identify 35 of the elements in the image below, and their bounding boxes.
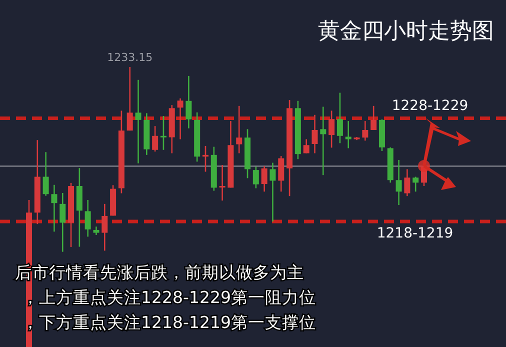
candlestick <box>404 168 410 197</box>
candlestick <box>261 165 268 192</box>
candlestick <box>60 192 66 252</box>
candlestick <box>186 75 192 129</box>
candlestick <box>236 105 242 154</box>
candlestick <box>270 162 276 222</box>
candlestick <box>303 138 310 154</box>
candlestick <box>278 155 284 192</box>
annotation: 1228-1229 <box>392 98 468 114</box>
candlestick <box>219 164 226 202</box>
candlestick <box>126 66 133 132</box>
annotation: ，下方重点关注1218-1219第一支撑位 <box>22 313 316 332</box>
candlestick <box>396 159 402 206</box>
candlestick <box>320 106 326 176</box>
candlestick <box>328 110 335 148</box>
candlestick <box>312 114 318 154</box>
candlestick <box>42 151 49 196</box>
candlestick <box>362 120 368 142</box>
candlestick <box>412 176 419 192</box>
candlestick <box>202 145 208 172</box>
annotation: ，上方重点关注1228-1229第一阻力位 <box>22 288 316 307</box>
candlestick <box>336 92 343 144</box>
annotation: 1218-1219 <box>376 226 454 242</box>
chart-title: 黄金四小时走势图 <box>318 19 494 44</box>
candlestick <box>51 184 58 232</box>
candlestick <box>84 199 91 238</box>
candlestick <box>160 115 166 151</box>
candlestick <box>252 166 259 189</box>
candlestick <box>177 98 184 140</box>
candlestick <box>152 125 158 152</box>
annotation: 1233.15 <box>107 51 153 64</box>
candlestick <box>345 120 352 149</box>
candlestick <box>135 79 142 164</box>
candlestick <box>370 105 377 131</box>
candlestick <box>102 203 108 252</box>
